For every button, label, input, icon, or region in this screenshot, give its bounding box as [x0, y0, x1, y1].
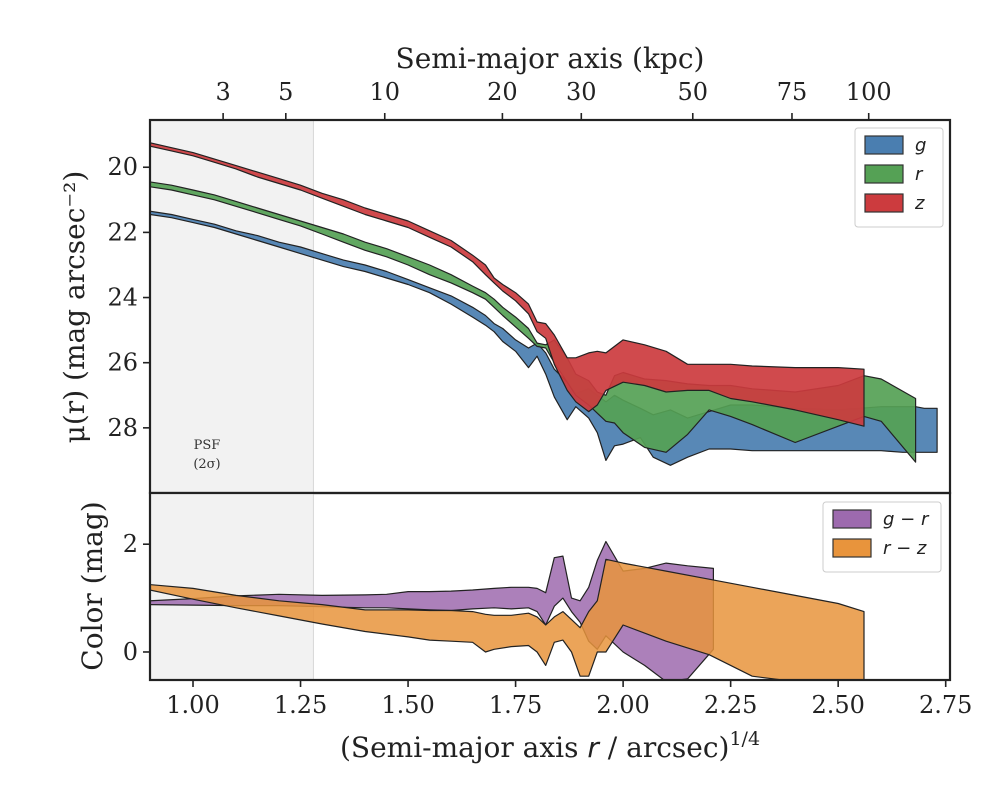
y-tick-label: 24 — [107, 284, 138, 312]
surface-brightness-panel: PSF (2σ) 20 22 24 26 28 3 5 10 20 30 50 75 100 grz — [107, 78, 952, 495]
band-color-r-z — [151, 558, 865, 679]
legend-swatch-g-r — [832, 509, 872, 529]
xlabel-post: / arcsec) — [599, 731, 730, 764]
psf-shaded-region — [150, 120, 314, 493]
top-x-tick-label: 5 — [278, 78, 293, 106]
legend-label-g-r: g − r — [883, 509, 930, 530]
top-y-axis-label: μ(r) (mag arcsec⁻²) — [58, 171, 91, 444]
legend-swatch-z — [864, 193, 904, 213]
x-tick-label: 2.50 — [811, 691, 864, 719]
color-panel: 0 2 1.00 1.25 1.50 1.75 2.00 2.25 2.50 2.75 g − … — [123, 491, 972, 719]
psf-label-sigma: (2σ) — [193, 457, 220, 472]
y-tick-label: 0 — [123, 638, 138, 666]
legend-label-r-z: r − z — [883, 538, 927, 559]
x-tick-label: 2.00 — [596, 691, 649, 719]
band-z — [151, 142, 865, 427]
x-tick-label: 1.25 — [274, 691, 327, 719]
top-x-tick-label: 3 — [215, 78, 230, 106]
legend-label-r: r — [915, 164, 924, 185]
y-tick-label: 2 — [123, 530, 138, 558]
bottom-legend: g − r r − z — [822, 501, 942, 573]
bottom-panel-frame — [148, 491, 952, 682]
x-tick-label: 1.00 — [166, 691, 219, 719]
legend-label-z: z — [914, 193, 925, 214]
bottom-y-axis-label: Color (mag) — [76, 501, 109, 670]
legend-swatch-r — [864, 164, 904, 184]
xlabel-var: r — [587, 731, 600, 764]
x-tick-label: 1.75 — [489, 691, 542, 719]
x-tick-label: 2.75 — [919, 691, 972, 719]
top-x-tick-label: 20 — [487, 78, 518, 106]
top-x-tick-label: 30 — [566, 78, 597, 106]
y-tick-label: 22 — [107, 218, 138, 246]
top-x-tick-label: 75 — [777, 78, 808, 106]
band-g — [151, 210, 938, 466]
legend-swatch-g — [864, 135, 904, 155]
top-x-tick-label: 50 — [678, 78, 709, 106]
bottom-x-axis-label: (Semi-major axis r / arcsec)1/4 — [340, 728, 760, 764]
x-tick-label: 1.50 — [381, 691, 434, 719]
top-legend: grz — [854, 127, 944, 228]
legend-label-g: g — [915, 135, 926, 156]
y-tick-label: 28 — [107, 414, 138, 442]
x-tick-label: 2.25 — [704, 691, 757, 719]
top-x-tick-label: 10 — [369, 78, 400, 106]
y-tick-label: 20 — [107, 153, 138, 181]
xlabel-sup: 1/4 — [729, 728, 760, 750]
top-axis-label: Semi-major axis (kpc) — [396, 42, 705, 75]
legend-swatch-r-z — [832, 538, 872, 558]
psf-label: PSF — [194, 438, 221, 453]
xlabel-pre: (Semi-major axis — [340, 731, 587, 764]
y-tick-label: 26 — [107, 349, 138, 377]
top-x-tick-label: 100 — [846, 78, 892, 106]
